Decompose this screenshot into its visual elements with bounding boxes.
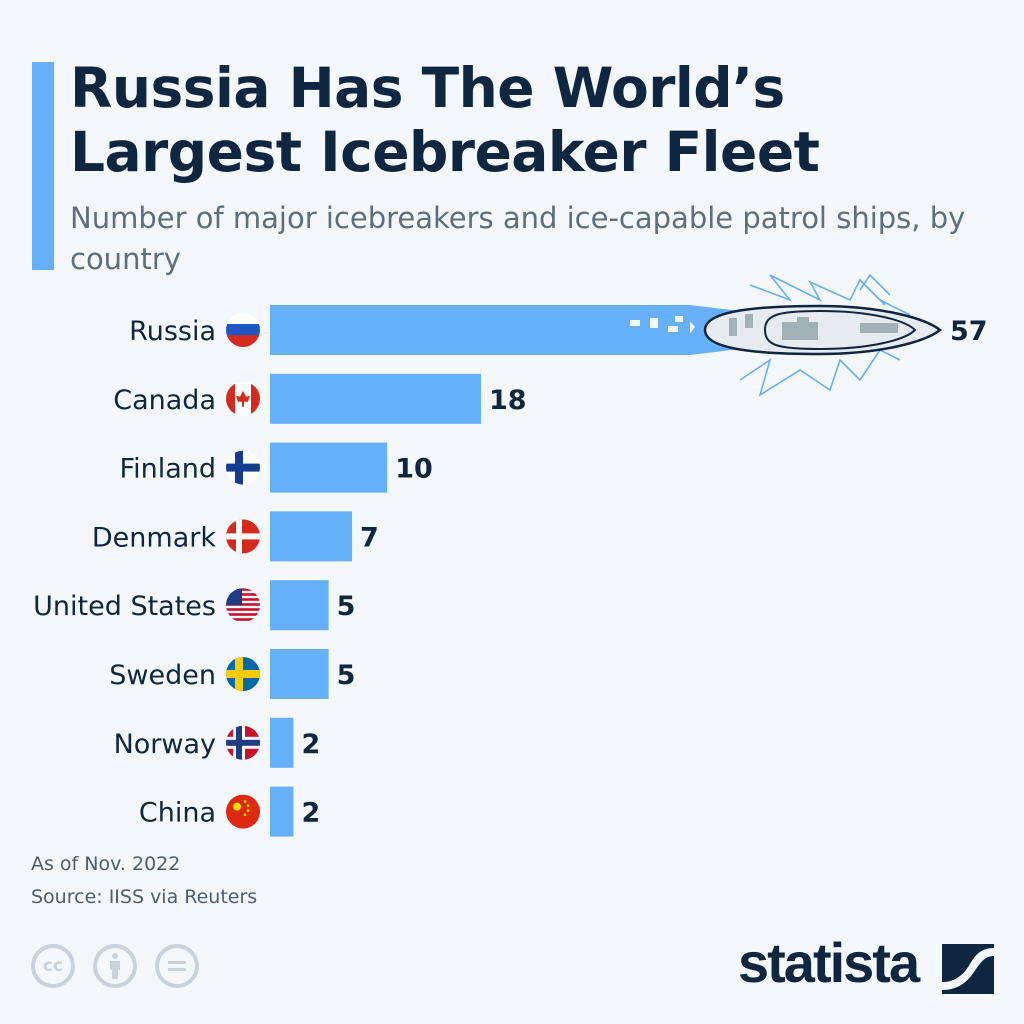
by-icon[interactable]	[93, 944, 137, 988]
norway-flag-icon	[226, 725, 260, 760]
value-label: 2	[301, 798, 320, 829]
china-flag-icon	[226, 794, 260, 829]
bar	[270, 511, 353, 562]
bar	[270, 373, 481, 424]
category-label: Sweden	[109, 660, 216, 691]
canada-flag-icon	[226, 381, 260, 416]
value-label: 5	[337, 660, 356, 691]
bar	[270, 442, 388, 493]
value-label: 18	[489, 385, 527, 416]
bar	[270, 786, 294, 837]
category-label: United States	[33, 591, 216, 622]
statista-logo-mark-icon	[942, 944, 994, 994]
icebreaker-ship-icon	[630, 304, 943, 356]
usa-flag-icon	[226, 588, 260, 623]
chart-title: Russia Has The World’s Largest Icebreake…	[70, 56, 820, 184]
bar	[270, 305, 690, 355]
chart-source: Source: IISS via Reuters	[31, 886, 258, 908]
category-label: Finland	[120, 454, 216, 485]
finland-flag-icon	[226, 450, 260, 485]
cc-icon[interactable]: cc	[31, 944, 75, 988]
category-label: China	[139, 798, 216, 829]
value-label: 5	[337, 591, 356, 622]
bar	[270, 580, 329, 631]
statista-logo[interactable]: statista	[738, 931, 920, 994]
bar	[270, 649, 329, 699]
russia-flag-icon	[226, 313, 260, 347]
denmark-flag-icon	[226, 519, 260, 554]
value-label: 10	[395, 454, 433, 485]
category-label: Russia	[129, 316, 216, 347]
value-label: 7	[360, 522, 379, 553]
title-accent-bar	[32, 62, 54, 270]
chart-note: As of Nov. 2022	[31, 853, 181, 875]
category-label: Norway	[114, 729, 216, 760]
category-label: Denmark	[92, 522, 216, 553]
sweden-flag-icon	[226, 657, 260, 691]
value-label: 2	[301, 729, 320, 760]
bar	[270, 717, 294, 768]
value-label: 57	[950, 316, 988, 347]
ice-fragments	[739, 273, 911, 397]
chart-subtitle: Number of major icebreakers and ice-capa…	[70, 201, 966, 276]
category-label: Canada	[113, 385, 216, 416]
nd-icon[interactable]	[155, 944, 199, 988]
bar-chart: Russia 57 Canada 18 Finland 10 Denmark 7 United …	[33, 273, 988, 837]
